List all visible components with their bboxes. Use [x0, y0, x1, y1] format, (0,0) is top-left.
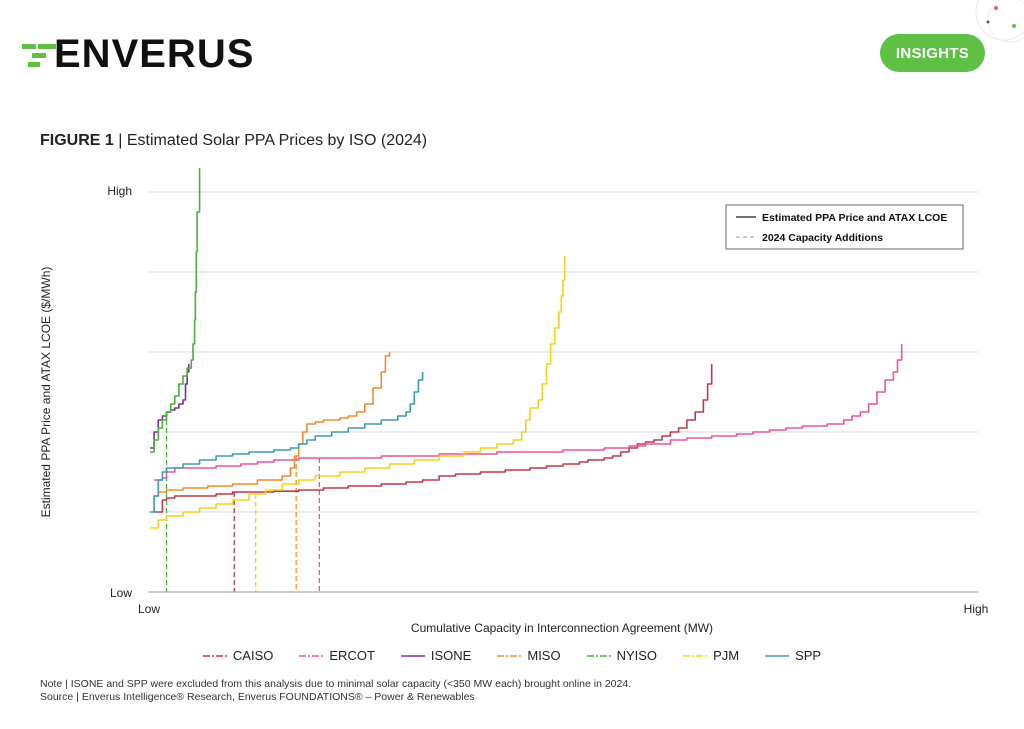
source-text: Source | Enverus Intelligence® Research,…: [40, 691, 475, 703]
insights-badge[interactable]: INSIGHTS: [880, 34, 985, 72]
legend-label: MISO: [527, 648, 561, 663]
legend-item-nyiso[interactable]: NYISO: [586, 648, 658, 663]
series-line-nyiso: [150, 168, 201, 453]
figure-title: FIGURE 1 | Estimated Solar PPA Prices by…: [40, 132, 427, 150]
x-tick-low: Low: [138, 602, 160, 616]
legend-label: ISONE: [430, 648, 472, 663]
series-lines: [150, 168, 903, 529]
x-tick-high: High: [964, 602, 989, 616]
note-text: Note | ISONE and SPP were excluded from …: [40, 678, 632, 690]
legend-swatch-icon: [683, 654, 708, 657]
legend-label: SPP: [795, 648, 822, 663]
inset-legend: Estimated PPA Price and ATAX LCOE 2024 C…: [725, 204, 964, 250]
legend-item-isone[interactable]: ISONE: [400, 648, 472, 663]
logo-text: ENVERUS: [54, 32, 255, 76]
legend-capacity-additions: 2024 Capacity Additions: [762, 232, 883, 244]
legend-item-caiso[interactable]: CAISO: [202, 648, 274, 663]
figure-label: FIGURE 1: [40, 132, 114, 149]
legend-item-ercot[interactable]: ERCOT: [299, 648, 375, 663]
series-line-caiso: [154, 364, 713, 513]
legend-swatch-icon: [586, 654, 611, 657]
legend-swatch-icon: [400, 654, 425, 657]
legend-label: CAISO: [232, 648, 274, 663]
legend-label: PJM: [713, 648, 740, 663]
capacity-marker-lines: [165, 412, 320, 592]
series-line-pjm: [150, 256, 566, 529]
y-tick-high: High: [107, 184, 132, 198]
decorative-circles-icon: [975, 0, 1024, 43]
y-axis-label: Estimated PPA Price and ATAX LCOE ($/MWh…: [39, 267, 53, 518]
series-line-ercot: [154, 344, 903, 481]
legend-swatch-icon: [497, 654, 522, 657]
chart-notes: Note | ISONE and SPP were excluded from …: [40, 678, 631, 704]
legend-item-miso[interactable]: MISO: [497, 648, 561, 663]
series-line-miso: [154, 352, 391, 497]
legend-item-pjm[interactable]: PJM: [683, 648, 739, 663]
legend-swatch-icon: [765, 654, 790, 657]
logo-mark-icon: [22, 36, 56, 72]
legend-label: ERCOT: [329, 648, 375, 663]
legend-swatch-icon: [202, 654, 227, 657]
x-axis-label: Cumulative Capacity in Interconnection A…: [411, 621, 713, 635]
series-line-spp: [150, 372, 424, 513]
chart-gridlines: [148, 191, 978, 593]
series-line-isone: [150, 364, 190, 449]
legend-item-spp[interactable]: SPP: [765, 648, 821, 663]
figure-separator: |: [113, 132, 127, 149]
series-legend: CAISO ERCOT ISONE MISO NYISO PJM SPP: [0, 648, 1024, 663]
figure-title-text: Estimated Solar PPA Prices by ISO (2024): [126, 132, 428, 149]
legend-swatch-icon: [299, 654, 324, 657]
y-tick-low: Low: [110, 586, 132, 600]
legend-label: NYISO: [616, 648, 658, 663]
enverus-logo[interactable]: ENVERUS: [22, 34, 254, 74]
legend-ppa-price: Estimated PPA Price and ATAX LCOE: [762, 212, 947, 224]
